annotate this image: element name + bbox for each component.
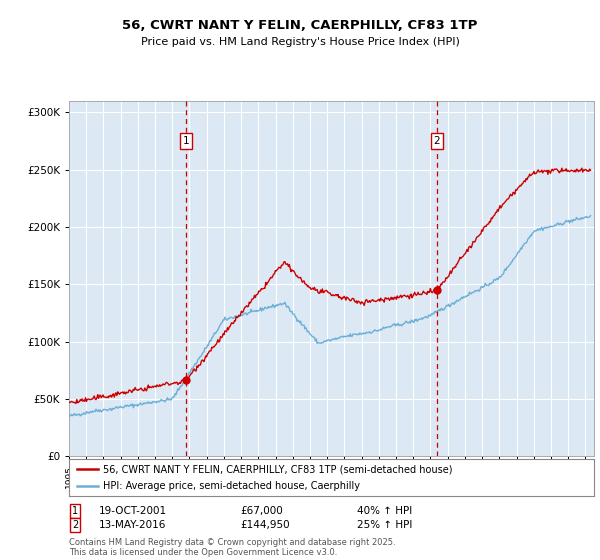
Text: HPI: Average price, semi-detached house, Caerphilly: HPI: Average price, semi-detached house,…	[103, 481, 360, 491]
Text: 56, CWRT NANT Y FELIN, CAERPHILLY, CF83 1TP (semi-detached house): 56, CWRT NANT Y FELIN, CAERPHILLY, CF83 …	[103, 464, 452, 474]
Text: £144,950: £144,950	[240, 520, 290, 530]
Text: 2: 2	[434, 136, 440, 146]
Text: 1: 1	[72, 506, 78, 516]
Text: £67,000: £67,000	[240, 506, 283, 516]
Text: 25% ↑ HPI: 25% ↑ HPI	[357, 520, 412, 530]
Text: 40% ↑ HPI: 40% ↑ HPI	[357, 506, 412, 516]
Text: 1: 1	[183, 136, 190, 146]
Text: 56, CWRT NANT Y FELIN, CAERPHILLY, CF83 1TP: 56, CWRT NANT Y FELIN, CAERPHILLY, CF83 …	[122, 18, 478, 32]
Text: 13-MAY-2016: 13-MAY-2016	[99, 520, 166, 530]
Text: Price paid vs. HM Land Registry's House Price Index (HPI): Price paid vs. HM Land Registry's House …	[140, 37, 460, 47]
Text: Contains HM Land Registry data © Crown copyright and database right 2025.
This d: Contains HM Land Registry data © Crown c…	[69, 538, 395, 557]
Text: 19-OCT-2001: 19-OCT-2001	[99, 506, 167, 516]
Text: 2: 2	[72, 520, 78, 530]
